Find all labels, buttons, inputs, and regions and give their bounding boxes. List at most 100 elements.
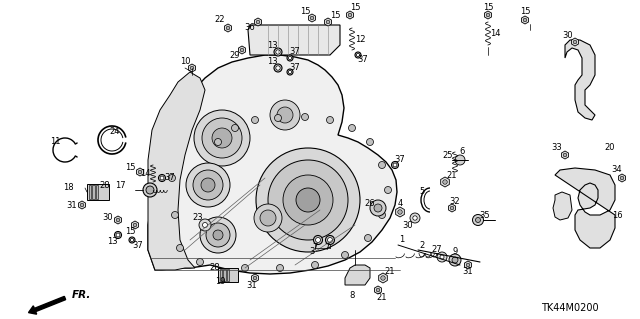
Circle shape: [194, 110, 250, 166]
Bar: [95, 185, 98, 199]
Bar: [223, 269, 225, 281]
Circle shape: [385, 187, 392, 194]
Text: 27: 27: [432, 246, 442, 255]
Text: 29: 29: [230, 50, 240, 60]
Text: 13: 13: [267, 57, 277, 66]
Circle shape: [274, 48, 282, 56]
Text: 13: 13: [107, 238, 117, 247]
Polygon shape: [553, 192, 572, 220]
Circle shape: [563, 153, 567, 157]
Circle shape: [214, 138, 221, 145]
Text: 9: 9: [452, 248, 458, 256]
Text: 37: 37: [290, 63, 300, 71]
Circle shape: [199, 219, 211, 231]
Circle shape: [367, 138, 374, 145]
Circle shape: [270, 100, 300, 130]
Text: 28: 28: [100, 181, 110, 189]
Circle shape: [410, 213, 420, 223]
Circle shape: [450, 206, 454, 210]
Text: 15: 15: [300, 8, 310, 17]
Circle shape: [256, 20, 260, 24]
Text: 15: 15: [125, 164, 135, 173]
Polygon shape: [379, 273, 387, 283]
Circle shape: [193, 170, 223, 200]
Text: 37: 37: [164, 174, 175, 182]
Bar: [220, 269, 222, 281]
Polygon shape: [115, 216, 122, 224]
Text: 37: 37: [132, 241, 143, 249]
Circle shape: [316, 238, 321, 242]
Polygon shape: [252, 274, 259, 282]
Circle shape: [168, 174, 175, 182]
Text: 19: 19: [215, 278, 225, 286]
Circle shape: [472, 214, 483, 226]
Text: 20: 20: [605, 143, 615, 152]
Circle shape: [326, 20, 330, 24]
Polygon shape: [189, 64, 195, 72]
Polygon shape: [136, 168, 143, 176]
Circle shape: [186, 163, 230, 207]
Circle shape: [138, 170, 142, 174]
Circle shape: [201, 178, 215, 192]
Circle shape: [240, 48, 244, 52]
Polygon shape: [449, 204, 456, 212]
Text: 16: 16: [612, 211, 622, 219]
Text: 21: 21: [377, 293, 387, 302]
Text: 11: 11: [50, 137, 60, 146]
Circle shape: [276, 264, 284, 271]
Bar: [88, 185, 91, 199]
Bar: [92, 185, 95, 199]
Circle shape: [370, 200, 386, 216]
Circle shape: [437, 252, 447, 262]
Text: 15: 15: [349, 4, 360, 12]
Polygon shape: [346, 11, 353, 19]
Circle shape: [275, 115, 282, 122]
Circle shape: [116, 218, 120, 222]
Circle shape: [254, 204, 282, 232]
Circle shape: [80, 203, 84, 207]
Text: 15: 15: [125, 227, 135, 236]
Circle shape: [131, 238, 134, 242]
FancyArrow shape: [29, 296, 66, 314]
Circle shape: [212, 128, 232, 148]
Text: 3: 3: [309, 248, 315, 256]
Text: 15: 15: [520, 8, 531, 17]
Polygon shape: [148, 55, 397, 274]
Circle shape: [452, 257, 458, 263]
Text: 34: 34: [612, 166, 622, 174]
Circle shape: [349, 124, 355, 131]
Circle shape: [252, 116, 259, 123]
Polygon shape: [345, 265, 370, 285]
Circle shape: [356, 53, 360, 57]
Text: 30: 30: [403, 220, 413, 229]
Circle shape: [274, 64, 282, 72]
Circle shape: [177, 244, 184, 251]
Circle shape: [620, 176, 624, 180]
Circle shape: [276, 50, 280, 54]
Text: 24: 24: [109, 128, 120, 137]
Circle shape: [573, 40, 577, 44]
Circle shape: [260, 210, 276, 226]
Circle shape: [342, 251, 349, 258]
Circle shape: [413, 216, 417, 220]
Text: 6: 6: [460, 147, 465, 157]
Circle shape: [287, 55, 293, 61]
Circle shape: [172, 211, 179, 219]
Circle shape: [226, 26, 230, 30]
Circle shape: [301, 114, 308, 121]
Text: 28: 28: [210, 263, 220, 272]
Polygon shape: [374, 286, 381, 294]
Polygon shape: [618, 174, 625, 182]
Polygon shape: [255, 18, 262, 26]
Circle shape: [160, 176, 164, 180]
Polygon shape: [572, 38, 579, 46]
Circle shape: [381, 276, 385, 280]
Polygon shape: [396, 207, 404, 217]
Circle shape: [310, 16, 314, 20]
Text: 8: 8: [349, 291, 355, 300]
Circle shape: [268, 160, 348, 240]
Text: 26: 26: [365, 199, 375, 209]
Polygon shape: [484, 11, 492, 19]
Circle shape: [378, 211, 385, 219]
Circle shape: [314, 235, 323, 244]
